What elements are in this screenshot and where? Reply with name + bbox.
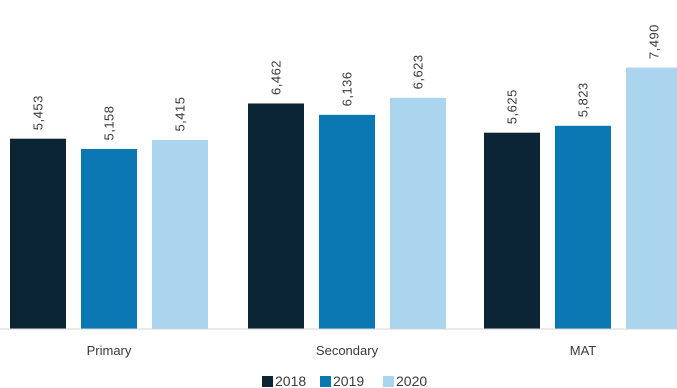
value-label-primary-2018: 5,453: [31, 95, 46, 130]
value-label-mat-2019: 5,823: [576, 82, 591, 117]
bar-secondary-2020: [390, 97, 446, 329]
x-tick-labels: Primary Secondary MAT: [87, 343, 597, 358]
legend-label-2020: 2020: [396, 373, 427, 388]
value-label-mat-2018: 5,625: [505, 89, 520, 124]
legend-swatch-2018: [262, 376, 273, 387]
bar-primary-2020: [152, 140, 208, 329]
bar-mat-2020: [626, 67, 677, 329]
legend-swatch-2019: [320, 376, 331, 387]
bars-layer: [10, 67, 677, 329]
x-tick-label-secondary: Secondary: [316, 343, 379, 358]
bar-secondary-2018: [248, 103, 304, 329]
legend-label-2018: 2018: [275, 373, 306, 388]
value-labels-layer: 5,453 5,158 5,415 6,462 6,136 6,623 5,625 5,823…: [31, 24, 662, 140]
legend: 2018 2019 2020: [262, 373, 427, 388]
x-tick-label-mat: MAT: [570, 343, 597, 358]
value-label-primary-2020: 5,415: [173, 96, 188, 131]
legend-label-2019: 2019: [333, 373, 364, 388]
value-label-primary-2019: 5,158: [102, 105, 117, 140]
value-label-secondary-2019: 6,136: [340, 71, 355, 106]
value-label-mat-2020: 7,490: [647, 24, 662, 59]
bar-mat-2019: [555, 125, 611, 329]
x-tick-label-primary: Primary: [87, 343, 132, 358]
bar-primary-2018: [10, 138, 66, 329]
bar-primary-2019: [81, 148, 137, 329]
bar-secondary-2019: [319, 114, 375, 329]
value-label-secondary-2018: 6,462: [269, 60, 284, 95]
legend-swatch-2020: [383, 376, 394, 387]
value-label-secondary-2020: 6,623: [411, 54, 426, 89]
bar-mat-2018: [484, 132, 540, 329]
